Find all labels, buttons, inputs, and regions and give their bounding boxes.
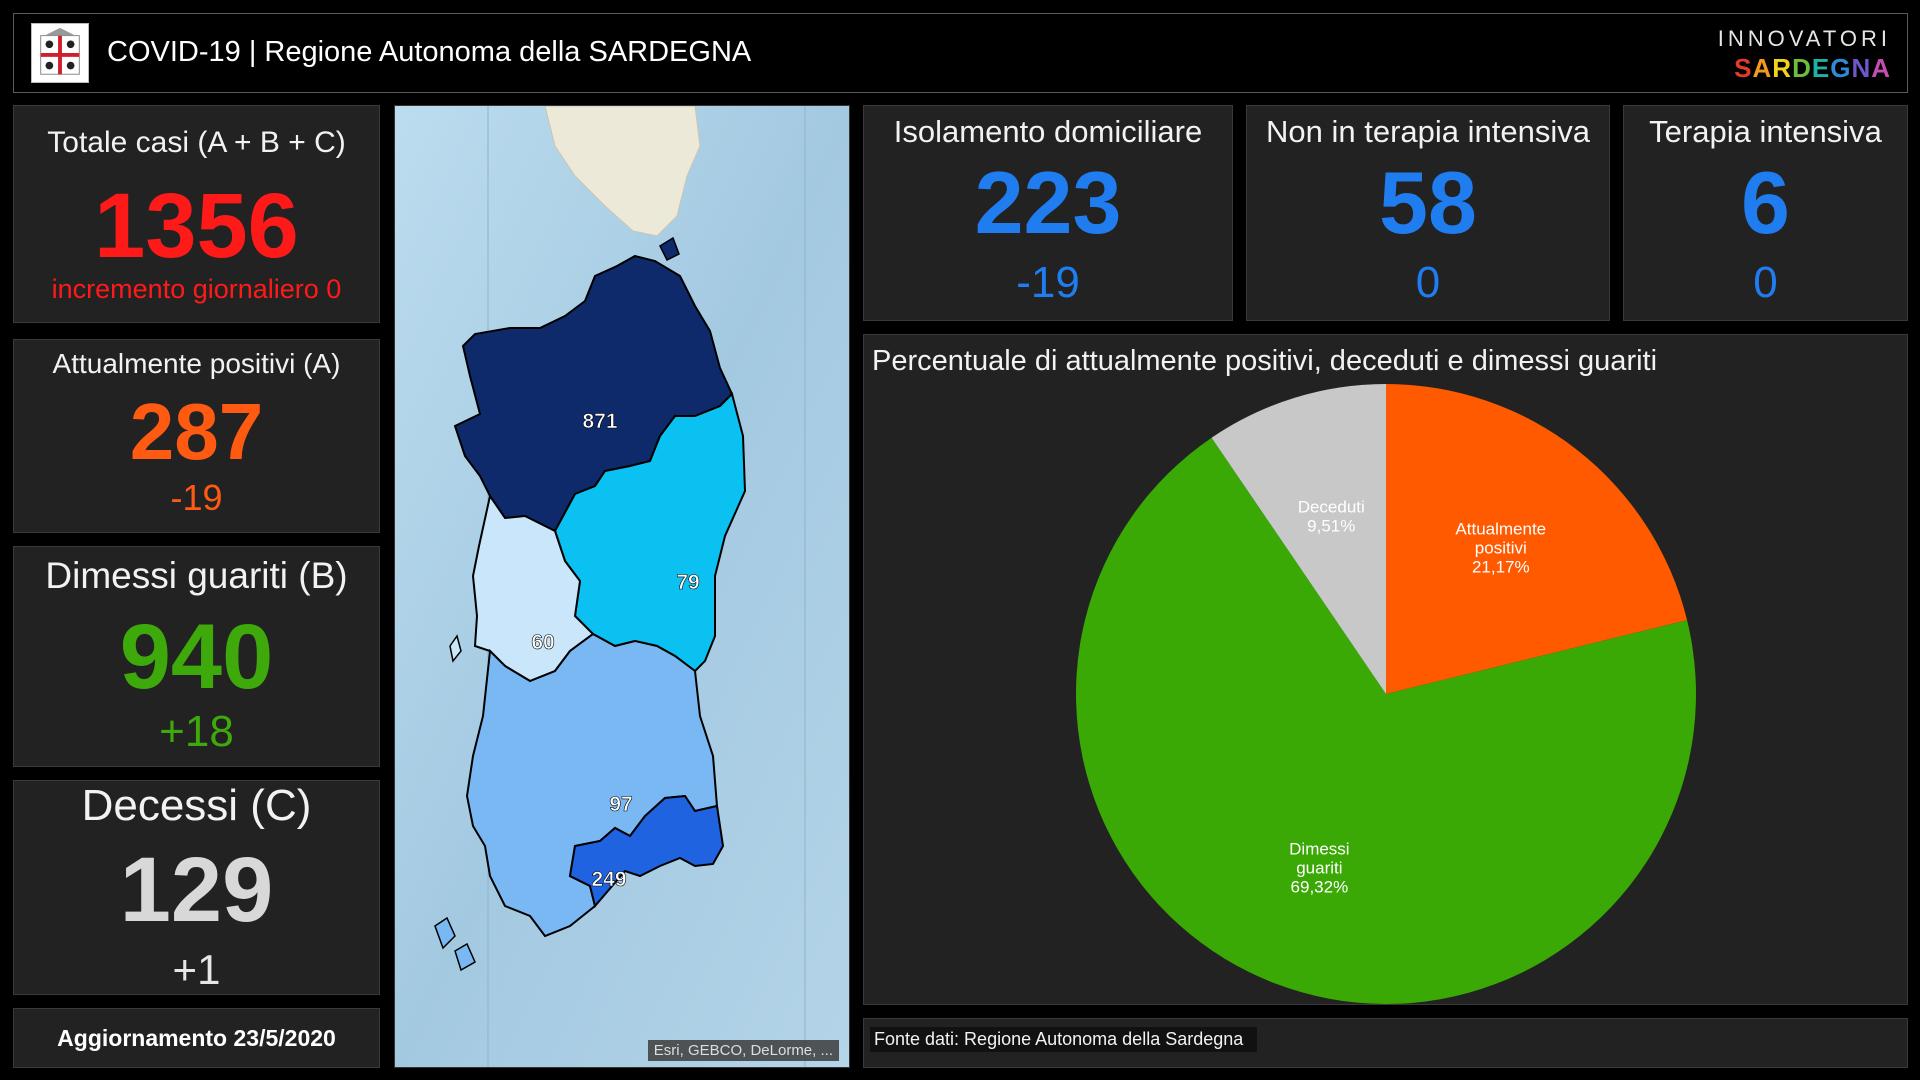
stat-label: Terapia intensiva bbox=[1649, 114, 1882, 149]
stat-label: Non in terapia intensiva bbox=[1266, 114, 1590, 149]
corsica-land bbox=[544, 106, 701, 237]
island-shape bbox=[449, 634, 462, 663]
map-attribution[interactable]: Esri, GEBCO, DeLorme, ... bbox=[647, 1040, 839, 1061]
brand-letter: A bbox=[1871, 53, 1891, 83]
pie-slice-label: 9,51% bbox=[1307, 517, 1355, 536]
brand-letter: A bbox=[1752, 53, 1773, 83]
pie-slice-label: Deceduti bbox=[1298, 498, 1365, 517]
stat-label: Totale casi (A + B + C) bbox=[47, 126, 346, 159]
island-shape bbox=[434, 916, 456, 950]
region-value-label: 60 bbox=[531, 631, 554, 654]
island-shape bbox=[454, 942, 476, 972]
update-card: Aggiornamento 23/5/2020 bbox=[13, 1008, 380, 1068]
region-value-label: 97 bbox=[609, 793, 632, 816]
stat-delta: 0 bbox=[1415, 258, 1441, 307]
pie-slice[interactable] bbox=[1076, 437, 1696, 1004]
stat-value: 58 bbox=[1379, 153, 1477, 252]
pie-slice[interactable] bbox=[1386, 384, 1688, 694]
sardinia-map[interactable]: 871 79 60 97 249 Esri, GEBCO, DeLorme, .… bbox=[394, 105, 850, 1068]
stat-value: 129 bbox=[119, 839, 274, 941]
stat-delta: -19 bbox=[1016, 258, 1080, 307]
brand-letter: S bbox=[1734, 53, 1753, 83]
stat-delta: -19 bbox=[170, 477, 223, 518]
pie-slice-label: Attualmente bbox=[1455, 520, 1546, 539]
region-value-label: 249 bbox=[591, 868, 626, 891]
brand-bottom-text: SARDEGNA bbox=[1718, 53, 1891, 84]
stat-delta: incremento giornaliero 0 bbox=[51, 274, 342, 304]
chart-title: Percentuale di attualmente positivi, dec… bbox=[872, 345, 1658, 377]
stat-label: Attualmente positivi (A) bbox=[52, 348, 341, 379]
pie-slice-label: 69,32% bbox=[1291, 878, 1349, 897]
stat-card-terapia-intensiva[interactable]: Terapia intensiva 6 0 bbox=[1623, 105, 1908, 321]
header-bar: COVID-19 | Regione Autonoma della SARDEG… bbox=[13, 13, 1908, 93]
pie-slice-label: positivi bbox=[1475, 539, 1527, 558]
stat-card-guariti[interactable]: Dimessi guariti (B) 940 +18 bbox=[13, 546, 380, 767]
stat-value: 940 bbox=[119, 606, 274, 708]
page-title: COVID-19 | Regione Autonoma della SARDEG… bbox=[107, 36, 752, 68]
stat-label: Isolamento domiciliare bbox=[893, 114, 1203, 149]
stat-card-totale[interactable]: Totale casi (A + B + C) 1356 incremento … bbox=[13, 105, 380, 323]
update-date: Aggiornamento 23/5/2020 bbox=[57, 1025, 336, 1051]
map-canvas[interactable]: 871 79 60 97 249 bbox=[395, 106, 850, 1068]
brand-letter: N bbox=[1851, 53, 1872, 83]
brand-logo: INNOVATORI SARDEGNA bbox=[1718, 26, 1891, 84]
stat-delta: +1 bbox=[172, 946, 221, 993]
brand-top-text: INNOVATORI bbox=[1717, 26, 1891, 51]
brand-letter: E bbox=[1811, 53, 1831, 83]
region-value-label: 79 bbox=[676, 571, 699, 594]
pie-slice-label: Dimessi bbox=[1289, 840, 1349, 859]
data-source: Fonte dati: Regione Autonoma della Sarde… bbox=[870, 1027, 1258, 1052]
pie-slice-label: 21,17% bbox=[1472, 558, 1530, 577]
stat-value: 1356 bbox=[94, 175, 299, 277]
pie-chart-panel: Attualmente positivi 21,17% Dimessi guariti 6… bbox=[863, 334, 1908, 1005]
source-panel: Fonte dati: Regione Autonoma della Sarde… bbox=[863, 1018, 1908, 1068]
stat-card-non-terapia-intensiva[interactable]: Non in terapia intensiva 58 0 bbox=[1246, 105, 1610, 321]
stat-card-decessi[interactable]: Decessi (C) 129 +1 bbox=[13, 780, 380, 995]
region-value-label: 871 bbox=[582, 410, 617, 433]
stat-label: Dimessi guariti (B) bbox=[45, 555, 348, 596]
region-logo bbox=[31, 23, 89, 83]
stat-label: Decessi (C) bbox=[81, 781, 312, 830]
stat-value: 223 bbox=[974, 153, 1122, 252]
stat-delta: 0 bbox=[1753, 258, 1778, 307]
stat-card-positivi[interactable]: Attualmente positivi (A) 287 -19 bbox=[13, 339, 380, 533]
brand-letter: G bbox=[1830, 53, 1852, 83]
pie-slice-label: guariti bbox=[1296, 859, 1342, 878]
stat-value: 6 bbox=[1741, 153, 1790, 252]
island-shape bbox=[659, 236, 680, 262]
stat-card-isolamento[interactable]: Isolamento domiciliare 223 -19 bbox=[863, 105, 1233, 321]
stat-value: 287 bbox=[129, 387, 264, 476]
stat-delta: +18 bbox=[159, 707, 234, 756]
province-cagliari[interactable] bbox=[568, 794, 725, 909]
brand-letter: R bbox=[1772, 53, 1793, 83]
brand-letter: D bbox=[1792, 53, 1812, 83]
coat-of-arms-icon bbox=[40, 27, 80, 75]
pie-slice[interactable] bbox=[1211, 384, 1386, 694]
